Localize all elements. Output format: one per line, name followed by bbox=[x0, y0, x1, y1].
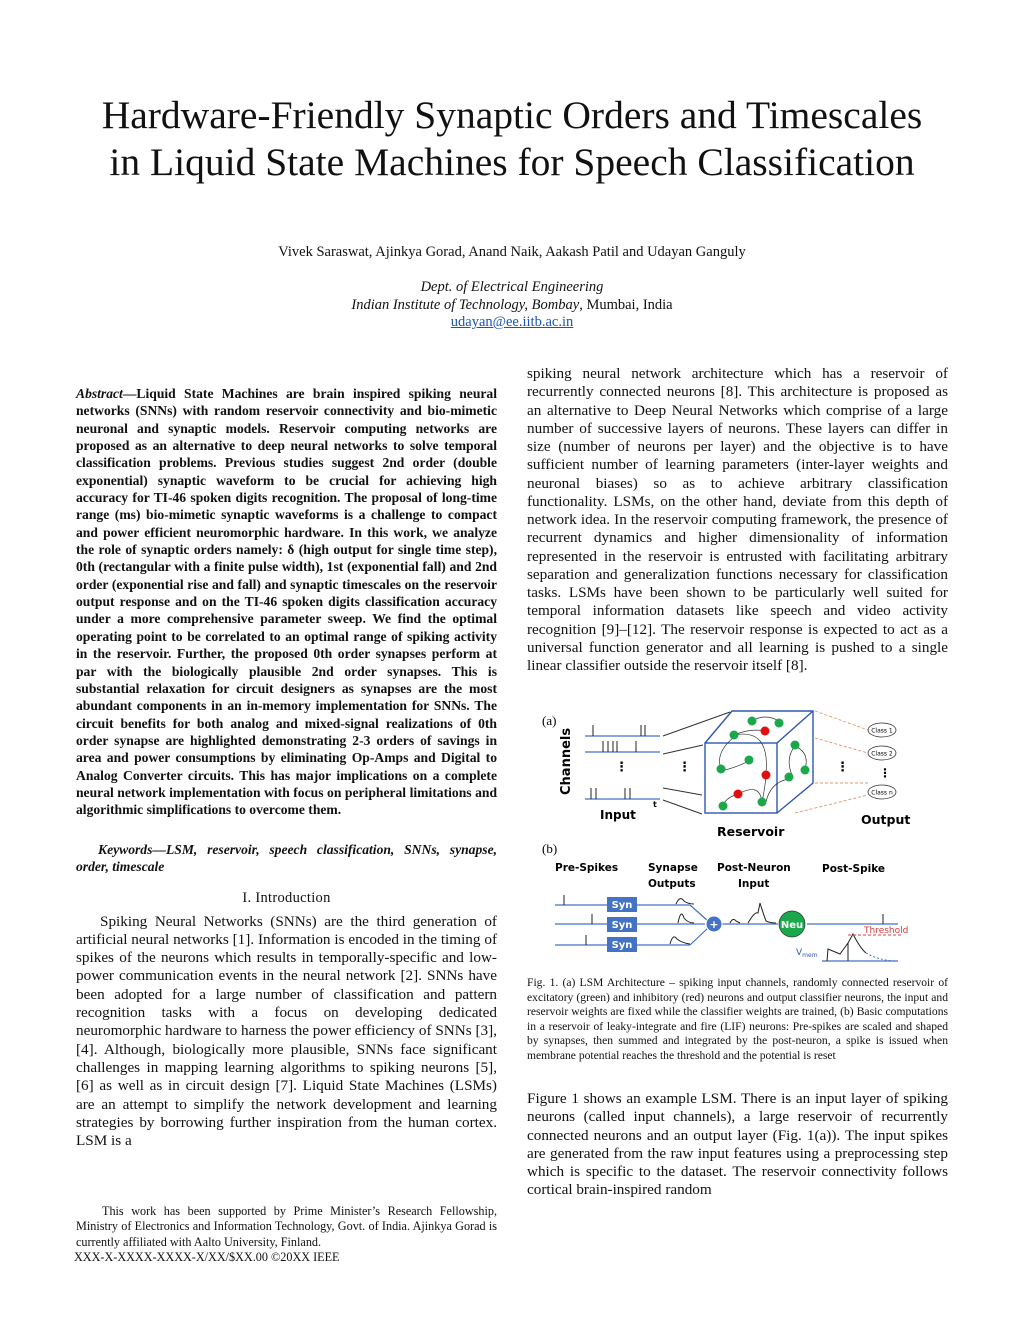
vmem-label: Vmem bbox=[796, 948, 818, 959]
section-heading: I. Introduction bbox=[242, 889, 331, 906]
panel-b: (b) Pre-Spikes Synapse Outputs Post-Neur… bbox=[542, 841, 908, 962]
threshold-label: Threshold bbox=[863, 926, 908, 936]
output-classes: Class 1 Class 2 Class n ⋮ bbox=[867, 722, 897, 800]
right-column-continued: Figure 1 shows an example LSM. There is … bbox=[527, 1090, 948, 1200]
synapse-outputs-label: Synapse bbox=[648, 862, 698, 874]
reservoir-cube bbox=[704, 710, 814, 814]
plus-icon: + bbox=[709, 918, 718, 931]
figure-1: (a) Channels ⋮ ⋮ t Input ⋮ bbox=[542, 710, 910, 962]
post-spike-label: Post-Spike bbox=[822, 863, 885, 875]
abstract-text: —Liquid State Machines are brain inspire… bbox=[76, 386, 497, 818]
copyright: XXX-X-XXXX-XXXX-X/XX/$XX.00 ©20XX IEEE bbox=[74, 1250, 340, 1264]
affiliation: Dept. of Electrical Engineering Indian I… bbox=[0, 279, 1024, 332]
syn-label: Syn bbox=[612, 900, 633, 911]
neuron-node bbox=[778, 910, 806, 938]
intro-paragraph: Spiking Neural Networks (SNNs) are the t… bbox=[76, 912, 497, 1150]
class-2-label: Class 2 bbox=[871, 751, 893, 758]
reservoir-neurons bbox=[716, 716, 810, 811]
left-column: Abstract—Liquid State Machines are brain… bbox=[76, 385, 497, 1150]
right-paragraph-1: spiking neural network architecture whic… bbox=[527, 365, 948, 674]
waveforms bbox=[563, 895, 884, 962]
ellipsis: ⋮ bbox=[678, 760, 691, 775]
input-label: Input bbox=[600, 808, 636, 822]
output-label: Output bbox=[861, 812, 910, 827]
ellipsis: ⋮ bbox=[879, 766, 891, 780]
authors: Vivek Saraswat, Ajinkya Gorad, Anand Nai… bbox=[278, 244, 746, 260]
output-connections bbox=[794, 710, 869, 814]
right-paragraph-2: Figure 1 shows an example LSM. There is … bbox=[527, 1090, 948, 1199]
footnote: This work has been supported by Prime Mi… bbox=[76, 1204, 497, 1250]
input-to-reservoir-lines bbox=[662, 711, 731, 815]
post-neuron-input-label: Post-Neuron bbox=[717, 862, 791, 874]
channels-label: Channels bbox=[559, 728, 574, 795]
class-n-label: Class n bbox=[871, 790, 893, 797]
syn-label: Syn bbox=[612, 920, 633, 931]
figure-caption: Fig. 1. (a) LSM Architecture – spiking i… bbox=[527, 976, 948, 1062]
sum-node bbox=[705, 915, 723, 933]
panel-a-label: (a) bbox=[542, 713, 556, 728]
email-link[interactable]: udayan@ee.iitb.ac.in bbox=[450, 314, 574, 330]
abstract-label: Abstract bbox=[76, 386, 123, 401]
paper-title: Hardware-Friendly Synaptic Orders and Ti… bbox=[40, 92, 984, 186]
keywords: Keywords—LSM, reservoir, speech classifi… bbox=[76, 841, 497, 876]
class-1-label: Class 1 bbox=[871, 728, 893, 735]
keywords-label: Keywords bbox=[98, 841, 153, 857]
time-label: t bbox=[653, 800, 657, 809]
input-spikes bbox=[590, 725, 646, 799]
neu-label: Neu bbox=[781, 920, 803, 931]
location: , Mumbai, India bbox=[579, 296, 673, 313]
keywords-text: —LSM, reservoir, speech classification, … bbox=[76, 841, 497, 875]
signal-lines bbox=[555, 904, 898, 962]
abstract: Abstract—Liquid State Machines are brain… bbox=[76, 385, 497, 819]
syn-label: Syn bbox=[612, 940, 633, 951]
synapse-outputs-label-2: Outputs bbox=[648, 878, 696, 890]
input-channel-lines bbox=[585, 735, 660, 800]
department: Dept. of Electrical Engineering bbox=[420, 279, 604, 295]
title-line-1: Hardware-Friendly Synaptic Orders and Ti… bbox=[101, 93, 923, 137]
synapse-blocks: Syn Syn Syn bbox=[607, 897, 637, 952]
decay-curve bbox=[865, 952, 899, 962]
footnote-text: This work has been supported by Prime Mi… bbox=[76, 1204, 497, 1249]
institute: Indian Institute of Technology, Bombay bbox=[351, 296, 580, 313]
right-column: spiking neural network architecture whic… bbox=[527, 365, 948, 675]
ellipsis: ⋮ bbox=[615, 760, 628, 775]
ellipsis: ⋮ bbox=[836, 760, 849, 775]
reservoir-label: Reservoir bbox=[717, 824, 785, 839]
pre-spikes-label: Pre-Spikes bbox=[555, 862, 618, 874]
title-line-2: in Liquid State Machines for Speech Clas… bbox=[109, 140, 915, 184]
panel-b-label: (b) bbox=[542, 841, 557, 856]
post-neuron-input-label-2: Input bbox=[738, 878, 769, 890]
panel-a: (a) Channels ⋮ ⋮ t Input ⋮ bbox=[542, 710, 910, 839]
